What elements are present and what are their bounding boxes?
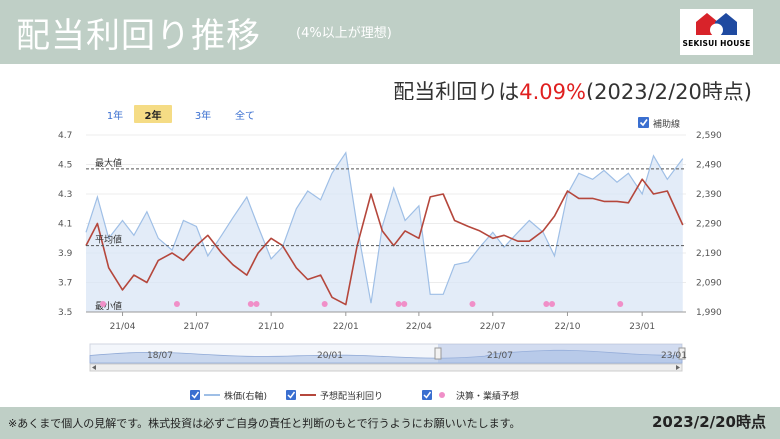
range-button-highlight [134,105,172,123]
navigator-label: 18/07 [147,351,173,361]
header-bar [0,0,780,64]
x-tick-label: 21/07 [183,322,209,332]
range-button-label[interactable]: 2年 [145,109,162,122]
event-marker[interactable] [549,301,556,307]
sekisui-house-logo: SEKISUI HOUSE [680,9,753,55]
x-tick-label: 22/04 [406,322,432,332]
yield-line [85,178,684,306]
legend-dot-swatch [439,392,445,398]
navigator-scrollbar[interactable] [89,363,683,372]
legend-item-2[interactable]: 決算・業績予想 [422,390,519,402]
y-right-tick-label: 2,590 [696,131,722,141]
event-marker[interactable] [173,301,180,307]
reference-line-label: 最小値 [95,300,122,312]
navigator-selection[interactable] [438,344,682,363]
legend-checkbox[interactable] [286,390,296,400]
aux-line-checkbox[interactable] [638,117,649,128]
x-tick-label: 21/04 [110,322,136,332]
event-marker[interactable] [253,301,260,307]
y-left-tick-label: 3.5 [58,308,72,318]
legend-checkbox[interactable] [190,390,200,400]
legend-label: 株価(右軸) [224,390,267,402]
range-button-1[interactable]: 2年 [134,105,172,123]
aux-line-label: 補助線 [653,118,680,130]
range-button-label[interactable]: 1年 [107,109,123,122]
page-title: 配当利回り推移 [16,16,261,56]
event-marker[interactable] [395,301,402,307]
chart-container: 1年 2年 3年 全て 補助線 最大値平均値最小値 3.5 3.7 3.9 4.1 4.3 4.… [50,100,736,413]
disclaimer-text: ※あくまで個人の見解です。株式投資は必ずご自身の責任と判断のもとで行うようにお願… [8,417,521,430]
y-right-tick-label: 2,490 [696,161,722,171]
y-right-tick-label: 1,990 [696,308,722,318]
legend-item-0[interactable]: 株価(右軸) [190,390,267,402]
footer-bar [0,407,780,439]
check-icon [639,119,648,127]
navigator-label: 21/07 [487,351,513,361]
check-icon [287,391,296,399]
legend-label: 決算・業績予想 [456,390,519,402]
navigator-handle-right[interactable] [678,347,686,360]
y-left-tick-label: 3.7 [58,279,72,289]
y-right-tick-label: 2,390 [696,190,722,200]
logo-text: SEKISUI HOUSE [682,39,751,48]
check-icon [191,391,200,399]
event-marker[interactable] [617,301,624,307]
x-tick-label: 21/10 [258,322,284,332]
x-tick-label: 22/07 [480,322,506,332]
y-right-tick-label: 2,090 [696,279,722,289]
event-marker[interactable] [100,301,107,307]
y-left-tick-label: 4.5 [58,161,72,171]
scroll-right-icon[interactable] [676,365,680,370]
y-left-tick-label: 4.1 [58,220,72,230]
check-icon [423,391,432,399]
navigator-handle-left[interactable] [434,347,442,360]
range-button-label[interactable]: 全て [235,109,255,122]
range-button-2[interactable]: 3年 [195,109,211,122]
price-line [85,151,684,304]
legend-checkbox[interactable] [422,390,432,400]
range-button-label[interactable]: 3年 [195,109,211,122]
range-button-3[interactable]: 全て [235,109,255,122]
y-right-tick-label: 2,190 [696,249,722,259]
footer-date: 2023/2/20時点 [651,413,766,431]
y-left-tick-label: 3.9 [58,249,73,259]
range-button-0[interactable]: 1年 [107,109,123,122]
x-tick-label: 22/01 [333,322,359,332]
legend-item-1[interactable]: 予想配当利回り [286,390,383,402]
navigator-label: 23/01 [661,351,687,361]
event-marker[interactable] [247,301,254,307]
reference-line-label: 平均値 [95,234,122,246]
y-right-tick-label: 2,290 [696,220,722,230]
x-tick-label: 22/10 [554,322,580,332]
x-tick-label: 23/01 [629,322,655,332]
event-marker[interactable] [543,301,550,307]
y-left-tick-label: 4.3 [58,190,72,200]
legend-label: 予想配当利回り [320,390,383,402]
event-marker[interactable] [469,301,476,307]
navigator-series [89,349,683,364]
scroll-left-icon[interactable] [92,365,96,370]
page-subtitle: (4%以上が理想) [296,26,392,41]
event-marker[interactable] [401,301,408,307]
navigator-label: 20/01 [317,351,343,361]
y-left-tick-label: 4.7 [58,131,72,141]
event-marker[interactable] [321,301,328,307]
reference-line-label: 最大値 [95,157,122,169]
